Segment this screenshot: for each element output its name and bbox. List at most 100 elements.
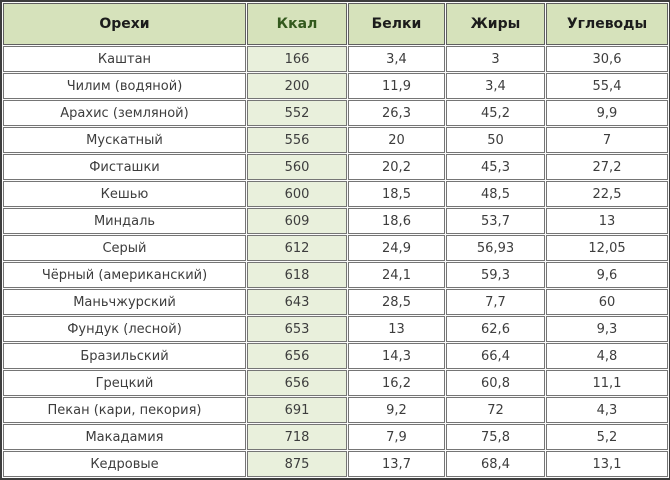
protein-cell: 24,1	[348, 262, 445, 288]
fat-cell: 7,7	[446, 289, 545, 315]
fat-cell: 53,7	[446, 208, 545, 234]
column-header-proteins: Белки	[348, 3, 445, 45]
fat-cell: 3,4	[446, 73, 545, 99]
carbs-cell: 4,3	[546, 397, 668, 423]
fat-cell: 62,6	[446, 316, 545, 342]
kcal-cell: 643	[247, 289, 347, 315]
kcal-cell: 718	[247, 424, 347, 450]
protein-cell: 14,3	[348, 343, 445, 369]
table-row: Маньчжурский 643 28,5 7,7 60	[3, 289, 668, 315]
fat-cell: 45,3	[446, 154, 545, 180]
carbs-cell: 60	[546, 289, 668, 315]
table-row: Кешью 600 18,5 48,5 22,5	[3, 181, 668, 207]
protein-cell: 13	[348, 316, 445, 342]
table-row: Фисташки 560 20,2 45,3 27,2	[3, 154, 668, 180]
carbs-cell: 27,2	[546, 154, 668, 180]
protein-cell: 11,9	[348, 73, 445, 99]
carbs-cell: 30,6	[546, 46, 668, 72]
nut-name-cell: Бразильский	[3, 343, 246, 369]
nut-name-cell: Кедровые	[3, 451, 246, 477]
column-header-kcal: Ккал	[247, 3, 347, 45]
kcal-cell: 200	[247, 73, 347, 99]
column-header-nuts: Орехи	[3, 3, 246, 45]
table-row: Кедровые 875 13,7 68,4 13,1	[3, 451, 668, 477]
protein-cell: 18,6	[348, 208, 445, 234]
header-row: Орехи Ккал Белки Жиры Углеводы	[3, 3, 668, 45]
carbs-cell: 4,8	[546, 343, 668, 369]
table-row: Миндаль 609 18,6 53,7 13	[3, 208, 668, 234]
table-row: Фундук (лесной) 653 13 62,6 9,3	[3, 316, 668, 342]
carbs-cell: 9,6	[546, 262, 668, 288]
carbs-cell: 7	[546, 127, 668, 153]
nut-name-cell: Каштан	[3, 46, 246, 72]
kcal-cell: 600	[247, 181, 347, 207]
nut-name-cell: Макадамия	[3, 424, 246, 450]
nut-name-cell: Грецкий	[3, 370, 246, 396]
table-row: Чёрный (американский) 618 24,1 59,3 9,6	[3, 262, 668, 288]
nut-name-cell: Чилим (водяной)	[3, 73, 246, 99]
table-row: Бразильский 656 14,3 66,4 4,8	[3, 343, 668, 369]
protein-cell: 7,9	[348, 424, 445, 450]
table-row: Арахис (земляной) 552 26,3 45,2 9,9	[3, 100, 668, 126]
table-row: Серый 612 24,9 56,93 12,05	[3, 235, 668, 261]
fat-cell: 60,8	[446, 370, 545, 396]
fat-cell: 50	[446, 127, 545, 153]
protein-cell: 20	[348, 127, 445, 153]
carbs-cell: 13	[546, 208, 668, 234]
table-row: Каштан 166 3,4 3 30,6	[3, 46, 668, 72]
fat-cell: 45,2	[446, 100, 545, 126]
kcal-cell: 656	[247, 370, 347, 396]
carbs-cell: 9,3	[546, 316, 668, 342]
fat-cell: 75,8	[446, 424, 545, 450]
protein-cell: 13,7	[348, 451, 445, 477]
fat-cell: 72	[446, 397, 545, 423]
carbs-cell: 9,9	[546, 100, 668, 126]
nut-name-cell: Фундук (лесной)	[3, 316, 246, 342]
kcal-cell: 656	[247, 343, 347, 369]
nut-name-cell: Маньчжурский	[3, 289, 246, 315]
protein-cell: 3,4	[348, 46, 445, 72]
table-header: Орехи Ккал Белки Жиры Углеводы	[3, 3, 668, 45]
table-body: Каштан 166 3,4 3 30,6 Чилим (водяной) 200 11,9 3…	[3, 46, 668, 477]
carbs-cell: 12,05	[546, 235, 668, 261]
kcal-cell: 556	[247, 127, 347, 153]
nut-name-cell: Чёрный (американский)	[3, 262, 246, 288]
nut-name-cell: Пекан (кари, пекория)	[3, 397, 246, 423]
carbs-cell: 22,5	[546, 181, 668, 207]
table-row: Пекан (кари, пекория) 691 9,2 72 4,3	[3, 397, 668, 423]
kcal-cell: 560	[247, 154, 347, 180]
carbs-cell: 55,4	[546, 73, 668, 99]
kcal-cell: 653	[247, 316, 347, 342]
kcal-cell: 612	[247, 235, 347, 261]
nut-name-cell: Мускатный	[3, 127, 246, 153]
protein-cell: 18,5	[348, 181, 445, 207]
table-row: Мускатный 556 20 50 7	[3, 127, 668, 153]
protein-cell: 26,3	[348, 100, 445, 126]
fat-cell: 3	[446, 46, 545, 72]
kcal-cell: 552	[247, 100, 347, 126]
fat-cell: 56,93	[446, 235, 545, 261]
column-header-carbs: Углеводы	[546, 3, 668, 45]
nut-name-cell: Серый	[3, 235, 246, 261]
fat-cell: 66,4	[446, 343, 545, 369]
fat-cell: 68,4	[446, 451, 545, 477]
fat-cell: 48,5	[446, 181, 545, 207]
kcal-cell: 166	[247, 46, 347, 72]
table-row: Чилим (водяной) 200 11,9 3,4 55,4	[3, 73, 668, 99]
nut-name-cell: Миндаль	[3, 208, 246, 234]
protein-cell: 28,5	[348, 289, 445, 315]
carbs-cell: 11,1	[546, 370, 668, 396]
nut-name-cell: Арахис (земляной)	[3, 100, 246, 126]
protein-cell: 9,2	[348, 397, 445, 423]
nut-name-cell: Фисташки	[3, 154, 246, 180]
table-row: Макадамия 718 7,9 75,8 5,2	[3, 424, 668, 450]
protein-cell: 16,2	[348, 370, 445, 396]
fat-cell: 59,3	[446, 262, 545, 288]
protein-cell: 20,2	[348, 154, 445, 180]
kcal-cell: 691	[247, 397, 347, 423]
protein-cell: 24,9	[348, 235, 445, 261]
kcal-cell: 609	[247, 208, 347, 234]
kcal-cell: 618	[247, 262, 347, 288]
